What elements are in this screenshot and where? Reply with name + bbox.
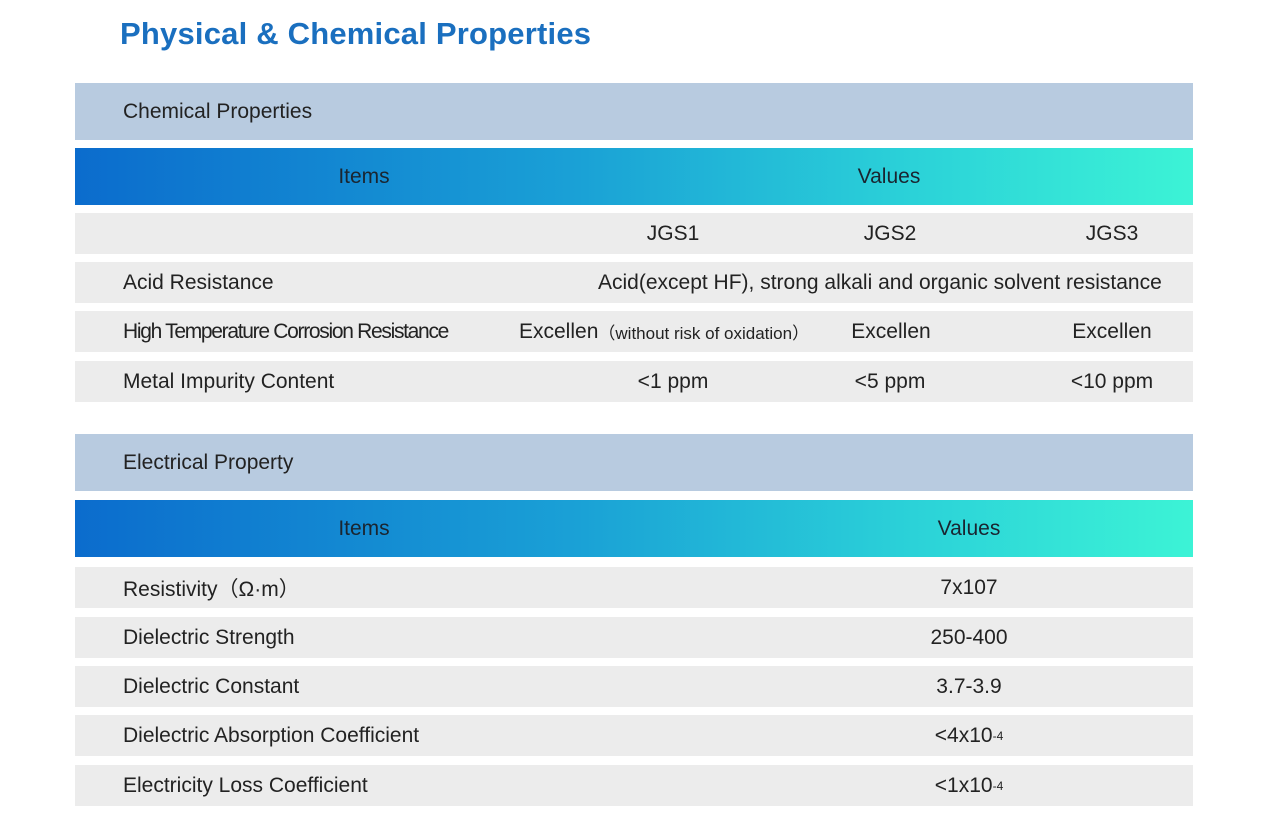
chemical-section-header: Chemical Properties [75, 83, 1193, 140]
dielectric-constant-row: Dielectric Constant 3.7-3.9 [75, 666, 1193, 707]
dielectric-constant-label: Dielectric Constant [123, 674, 300, 698]
chemical-section-title: Chemical Properties [123, 99, 313, 123]
grade-jgs2: JGS2 [863, 221, 917, 245]
metal-impurity-label: Metal Impurity Content [123, 369, 335, 393]
items-column-header: Items [338, 516, 390, 540]
acid-resistance-label: Acid Resistance [123, 270, 274, 294]
dielectric-absorption-value: <4x10 -4 [935, 715, 1003, 756]
electricity-loss-value-text: <1x10 [934, 773, 993, 797]
electricity-loss-row: Electricity Loss Coefficient <1x10 -4 [75, 765, 1193, 806]
electrical-table-header: Items Values [75, 500, 1193, 557]
electricity-loss-exponent: -4 [992, 778, 1004, 793]
grade-jgs1: JGS1 [646, 221, 700, 245]
resistivity-value-text: 7x107 [940, 575, 998, 599]
dielectric-absorption-value-text: <4x10 [934, 723, 993, 747]
acid-resistance-row: Acid Resistance Acid(except HF), strong … [75, 262, 1193, 303]
electricity-loss-label: Electricity Loss Coefficient [123, 773, 368, 797]
values-column-header: Values [857, 164, 921, 188]
resistivity-row: Resistivity（Ω·m） 7x107 [75, 567, 1193, 608]
high-temp-row: High Temperature Corrosion Resistance Ex… [75, 311, 1193, 352]
metal-impurity-jgs3: <10 ppm [1070, 369, 1154, 393]
electrical-section-header: Electrical Property [75, 434, 1193, 491]
dielectric-constant-value: 3.7-3.9 [936, 666, 1001, 707]
dielectric-strength-row: Dielectric Strength 250-400 [75, 617, 1193, 658]
items-column-header: Items [338, 164, 390, 188]
grade-jgs3: JGS3 [1085, 221, 1139, 245]
chemical-table-header: Items Values [75, 148, 1193, 205]
high-temp-jgs1-note: （without risk of oxidation） [598, 324, 810, 343]
resistivity-value: 7x107 [940, 567, 997, 608]
electrical-section-title: Electrical Property [123, 450, 294, 474]
metal-impurity-jgs2: <5 ppm [854, 369, 926, 393]
high-temp-jgs2: Excellen [851, 319, 931, 343]
high-temp-jgs1: Excellen （without risk of oxidation） [519, 311, 809, 352]
electricity-loss-value: <1x10 -4 [935, 765, 1003, 806]
dielectric-absorption-row: Dielectric Absorption Coefficient <4x10-… [75, 715, 1193, 756]
values-column-header: Values [937, 516, 1001, 540]
grades-row: JGS1 JGS2 JGS3 [75, 213, 1193, 254]
dielectric-absorption-exponent: -4 [992, 728, 1004, 743]
dielectric-strength-value-text: 250-400 [930, 625, 1008, 649]
resistivity-label: Resistivity（Ω·m） [123, 577, 300, 601]
metal-impurity-jgs1: <1 ppm [637, 369, 709, 393]
dielectric-strength-label: Dielectric Strength [123, 625, 295, 649]
dielectric-strength-value: 250-400 [930, 617, 1007, 658]
dielectric-constant-value-text: 3.7-3.9 [936, 674, 1002, 698]
dielectric-absorption-label: Dielectric Absorption Coefficient [123, 723, 420, 747]
high-temp-jgs1-value: Excellen [519, 319, 599, 343]
metal-impurity-row: Metal Impurity Content <1 ppm <5 ppm <10… [75, 361, 1193, 402]
page-title: Physical & Chemical Properties [120, 16, 592, 51]
high-temp-jgs3: Excellen [1072, 319, 1152, 343]
high-temp-label: High Temperature Corrosion Resistance [123, 319, 449, 343]
acid-resistance-value: Acid(except HF), strong alkali and organ… [598, 270, 1162, 294]
